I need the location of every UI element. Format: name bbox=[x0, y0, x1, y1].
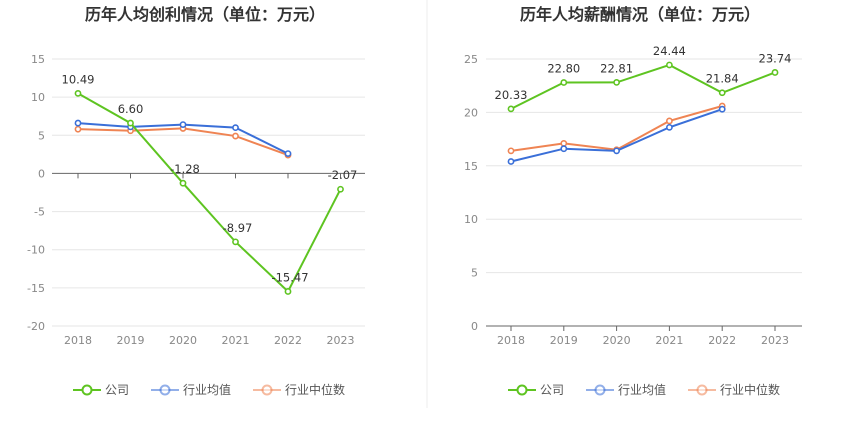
y-tick-label: -20 bbox=[27, 320, 45, 333]
data-label: 24.44 bbox=[653, 44, 686, 58]
data-point-company bbox=[666, 61, 673, 69]
data-point-industry-mean bbox=[284, 150, 292, 157]
legend-item[interactable]: 行业均值 bbox=[586, 382, 666, 397]
data-label: 23.74 bbox=[759, 51, 792, 65]
data-point-industry-mean bbox=[666, 123, 673, 131]
legend-marker bbox=[516, 384, 528, 396]
x-tick-label: 2018 bbox=[64, 334, 92, 347]
data-label: 21.84 bbox=[706, 72, 739, 86]
data-point-industry-median bbox=[232, 132, 239, 140]
y-tick-label: -5 bbox=[34, 206, 45, 219]
data-point-industry-mean bbox=[718, 105, 726, 113]
legend-item[interactable]: 公司 bbox=[508, 383, 564, 397]
y-tick-label: 10 bbox=[464, 213, 478, 226]
chart-title: 历年人均创利情况（单位：万元） bbox=[85, 5, 325, 24]
data-point-company bbox=[507, 105, 515, 113]
y-tick-label: 25 bbox=[464, 53, 478, 66]
y-tick-label: 5 bbox=[38, 129, 45, 142]
data-point-company bbox=[613, 78, 620, 86]
data-point-industry-median bbox=[507, 147, 515, 155]
series-line-industry-median bbox=[77, 127, 289, 157]
x-tick-label: 2021 bbox=[222, 334, 250, 347]
data-label: -1.28 bbox=[170, 162, 200, 176]
data-point-industry-mean bbox=[232, 124, 239, 132]
data-point-industry-mean bbox=[507, 158, 515, 165]
data-point-industry-median bbox=[666, 117, 673, 125]
y-tick-label: 0 bbox=[471, 320, 478, 333]
legend-marker bbox=[696, 384, 708, 396]
chart-title: 历年人均薪酬情况（单位：万元） bbox=[520, 5, 760, 24]
x-tick-label: 2018 bbox=[497, 334, 525, 347]
legend-label: 行业中位数 bbox=[285, 382, 345, 397]
legend-label: 行业均值 bbox=[183, 382, 231, 397]
data-label: 22.80 bbox=[547, 61, 580, 75]
data-label: 20.33 bbox=[495, 88, 528, 102]
series-line-company bbox=[510, 63, 776, 110]
legend-marker bbox=[81, 384, 93, 396]
series-line-company bbox=[77, 92, 342, 294]
y-tick-label: -15 bbox=[27, 282, 45, 295]
data-point-company bbox=[127, 119, 134, 127]
data-point-industry-median bbox=[560, 139, 568, 147]
legend: 公司 行业均值 行业中位数 bbox=[508, 382, 780, 397]
x-tick-label: 2019 bbox=[550, 334, 578, 347]
chart-1: 历年人均创利情况（单位：万元） 15 10 5 0 -5 -10 -15 -20 2018 2019… bbox=[27, 5, 365, 397]
x-tick-label: 2020 bbox=[169, 334, 197, 347]
legend-marker bbox=[594, 384, 606, 396]
legend-label: 公司 bbox=[105, 383, 129, 397]
data-label: 22.81 bbox=[600, 61, 633, 75]
data-label: -15.47 bbox=[271, 270, 308, 284]
data-point-industry-mean bbox=[613, 147, 620, 155]
data-point-industry-mean bbox=[74, 119, 82, 127]
data-point-company bbox=[337, 185, 344, 193]
legend-label: 公司 bbox=[540, 383, 564, 397]
legend-item[interactable]: 行业中位数 bbox=[688, 382, 780, 397]
chart-2: 历年人均薪酬情况（单位：万元） 25 20 15 10 5 0 2018 2019 2020 202… bbox=[464, 5, 802, 397]
legend-item[interactable]: 行业中位数 bbox=[253, 382, 345, 397]
data-label: -2.07 bbox=[328, 168, 358, 182]
legend-marker bbox=[261, 384, 273, 396]
x-tick-label: 2022 bbox=[274, 334, 302, 347]
data-point-company bbox=[718, 89, 726, 97]
data-point-company bbox=[232, 238, 239, 246]
data-label: 10.49 bbox=[62, 72, 95, 86]
data-point-industry-mean bbox=[560, 145, 568, 153]
y-tick-label: 10 bbox=[31, 91, 45, 104]
data-label: -8.97 bbox=[223, 221, 253, 235]
x-tick-label: 2023 bbox=[327, 334, 355, 347]
x-tick-label: 2020 bbox=[603, 334, 631, 347]
data-point-industry-mean bbox=[179, 121, 187, 129]
legend-item[interactable]: 公司 bbox=[73, 383, 129, 397]
data-point-company bbox=[284, 288, 292, 295]
data-label: 6.60 bbox=[118, 102, 144, 116]
data-point-industry-median bbox=[74, 125, 82, 133]
data-point-company bbox=[179, 179, 187, 187]
data-point-company bbox=[74, 90, 82, 97]
legend: 公司 行业均值 行业中位数 bbox=[73, 382, 345, 397]
y-tick-label: -10 bbox=[27, 244, 45, 257]
data-point-company bbox=[560, 79, 568, 86]
legend-label: 行业均值 bbox=[618, 382, 666, 397]
y-tick-label: 15 bbox=[31, 53, 45, 66]
x-tick-label: 2022 bbox=[708, 334, 736, 347]
legend-item[interactable]: 行业均值 bbox=[151, 382, 231, 397]
legend-marker bbox=[159, 384, 171, 396]
x-tick-label: 2023 bbox=[761, 334, 789, 347]
x-tick-label: 2021 bbox=[655, 334, 683, 347]
legend-label: 行业中位数 bbox=[720, 382, 780, 397]
y-tick-label: 5 bbox=[471, 267, 478, 280]
data-point-company bbox=[771, 69, 779, 76]
y-tick-label: 15 bbox=[464, 160, 478, 173]
x-tick-label: 2019 bbox=[117, 334, 145, 347]
y-tick-label: 20 bbox=[464, 106, 478, 119]
y-tick-label: 0 bbox=[38, 167, 45, 180]
